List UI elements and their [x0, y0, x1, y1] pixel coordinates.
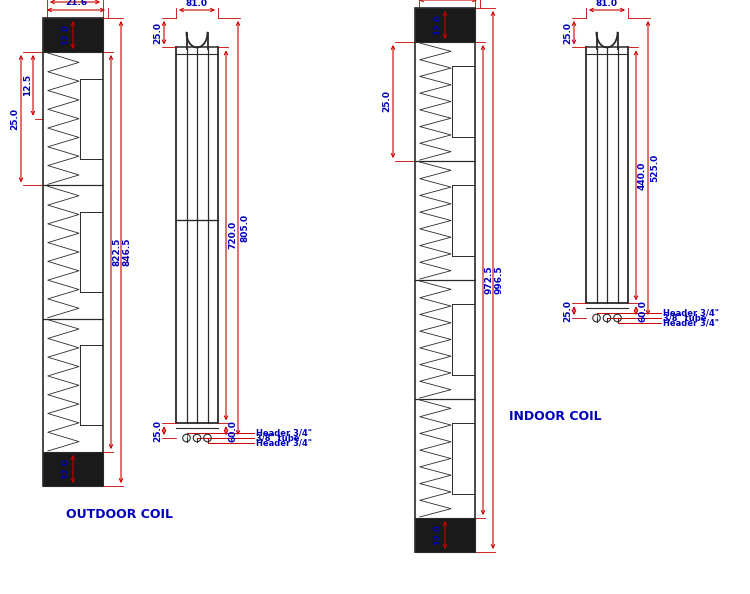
Text: 25.0: 25.0: [382, 90, 391, 112]
Text: 3/8" tube: 3/8" tube: [663, 314, 706, 323]
Text: Header 3/4": Header 3/4": [663, 308, 719, 317]
Text: INDOOR COIL: INDOOR COIL: [509, 409, 602, 422]
Text: 12.0: 12.0: [433, 525, 442, 545]
Bar: [415, 8, 475, 42]
Text: 25.0: 25.0: [153, 419, 162, 442]
Text: 972.5: 972.5: [484, 266, 493, 294]
Text: 60.0: 60.0: [228, 420, 237, 441]
Text: 81.0: 81.0: [596, 0, 618, 8]
Text: 996.5: 996.5: [494, 266, 503, 294]
Bar: [415, 8, 475, 552]
Text: OUTDOOR COIL: OUTDOOR COIL: [67, 507, 173, 520]
Text: 21.6: 21.6: [65, 0, 87, 7]
Text: 720.0: 720.0: [228, 221, 237, 249]
Text: 25.0: 25.0: [563, 299, 572, 321]
Text: 3/8" tube: 3/8" tube: [256, 434, 299, 443]
Text: 525.0: 525.0: [650, 154, 659, 182]
Text: 440.0: 440.0: [638, 161, 647, 189]
Text: 846.5: 846.5: [122, 238, 131, 266]
Text: 81.0: 81.0: [186, 0, 208, 8]
Text: 12.5: 12.5: [23, 74, 32, 96]
Text: 822.5: 822.5: [112, 238, 121, 266]
Text: 25.0: 25.0: [563, 22, 572, 44]
Text: 12.0: 12.0: [433, 15, 442, 36]
Text: 12.0: 12.0: [61, 459, 70, 479]
Bar: [415, 518, 475, 552]
Text: 25.0: 25.0: [10, 108, 19, 129]
Bar: [43, 452, 103, 486]
Bar: [43, 18, 103, 486]
Text: 60.0: 60.0: [638, 300, 647, 321]
Text: Header 3/4": Header 3/4": [256, 438, 312, 447]
Text: Header 3/4": Header 3/4": [256, 428, 312, 437]
Text: Header 3/4": Header 3/4": [663, 318, 719, 327]
Bar: [43, 18, 103, 52]
Text: 805.0: 805.0: [240, 214, 249, 242]
Text: 25.0: 25.0: [153, 22, 162, 44]
Text: 12.0: 12.0: [61, 24, 70, 45]
